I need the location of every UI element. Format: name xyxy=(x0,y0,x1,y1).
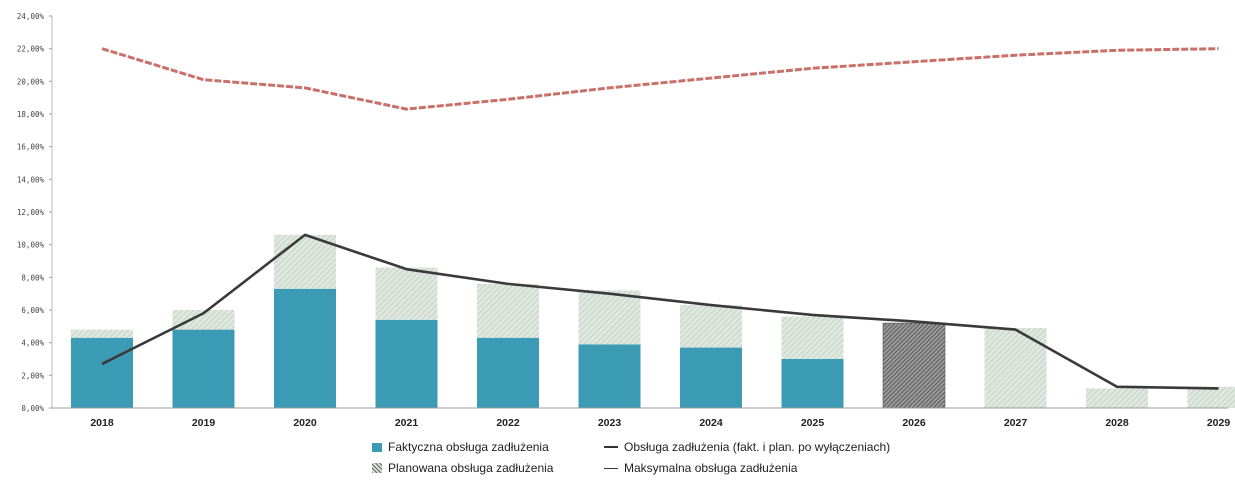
legend-label-max: Maksymalna obsługa zadłużenia xyxy=(624,461,798,475)
legend-item-actual: Faktyczna obsługa zadłużenia xyxy=(372,440,549,454)
y-tick-label: 14,00% xyxy=(17,175,45,184)
bar-actual xyxy=(274,288,336,408)
lines-layer xyxy=(101,47,1219,390)
bar-actual xyxy=(71,337,133,408)
legend-swatch-max xyxy=(604,467,618,469)
line-max-debt-service xyxy=(101,47,1219,111)
x-tick-label: 2027 xyxy=(1004,417,1028,429)
y-tick-label: 12,00% xyxy=(17,208,45,217)
x-tick-label: 2023 xyxy=(598,417,622,429)
bar-actual xyxy=(578,344,641,408)
bar-planned xyxy=(1086,388,1148,408)
y-tick-label: 6,00% xyxy=(21,306,44,315)
y-tick-label: 24,00% xyxy=(17,12,45,21)
legend-swatch-actual xyxy=(372,442,382,452)
bar-actual xyxy=(477,337,539,408)
x-tick-label: 2021 xyxy=(395,417,419,429)
legend-swatch-after-exclusions xyxy=(604,446,618,448)
x-tick-label: 2018 xyxy=(90,417,114,429)
bar-actual xyxy=(781,359,844,408)
y-tick-label: 0,00% xyxy=(21,404,44,413)
legend-label-planned: Planowana obsługa zadłużenia xyxy=(388,461,554,475)
y-tick-label: 4,00% xyxy=(21,339,44,348)
legend-label-after-exclusions: Obsługa zadłużenia (fakt. i plan. po wył… xyxy=(624,440,891,454)
y-axis: 0,00% 2,00% 4,00% 6,00% 8,00% 10,00% 12,00% 14,… xyxy=(17,12,53,413)
legend-item-max: Maksymalna obsługa zadłużenia xyxy=(604,461,797,475)
bar-planned xyxy=(477,283,539,338)
x-tick-label: 2020 xyxy=(293,417,317,429)
x-tick-label: 2025 xyxy=(801,417,825,429)
bar-actual xyxy=(375,319,438,408)
x-tick-label: 2029 xyxy=(1207,417,1231,429)
bars-layer xyxy=(71,234,1235,409)
bar-planned xyxy=(375,267,438,320)
y-tick-label: 2,00% xyxy=(21,371,44,380)
bar-planned xyxy=(882,322,946,409)
y-tick-label: 20,00% xyxy=(17,77,45,86)
bar-planned xyxy=(71,329,133,338)
bar-planned xyxy=(1187,386,1235,408)
bar-planned xyxy=(984,327,1047,408)
y-tick-label: 10,00% xyxy=(17,241,45,250)
y-tick-label: 22,00% xyxy=(17,45,45,54)
bar-planned xyxy=(172,310,235,330)
bar-planned xyxy=(781,316,844,359)
x-tick-label: 2024 xyxy=(699,417,723,429)
legend-swatch-planned xyxy=(372,463,382,473)
x-axis: 2018 2019 2020 2021 2022 2023 2024 2025 2026 2027… xyxy=(52,407,1231,429)
x-tick-label: 2028 xyxy=(1105,417,1129,429)
bar-actual xyxy=(172,329,235,408)
x-tick-label: 2026 xyxy=(902,417,926,429)
y-tick-label: 16,00% xyxy=(17,143,45,152)
y-tick-label: 18,00% xyxy=(17,110,45,119)
legend-label-actual: Faktyczna obsługa zadłużenia xyxy=(388,440,549,454)
legend-item-after-exclusions: Obsługa zadłużenia (fakt. i plan. po wył… xyxy=(604,440,890,454)
legend-item-planned: Planowana obsługa zadłużenia xyxy=(372,461,553,475)
bar-planned xyxy=(578,290,641,345)
line-debt-service-after-exclusions xyxy=(101,233,1219,390)
bar-planned xyxy=(680,305,742,348)
x-tick-label: 2019 xyxy=(192,417,216,429)
bar-planned xyxy=(274,234,336,289)
x-tick-label: 2022 xyxy=(496,417,520,429)
y-tick-label: 8,00% xyxy=(21,273,44,282)
bar-actual xyxy=(680,347,742,408)
